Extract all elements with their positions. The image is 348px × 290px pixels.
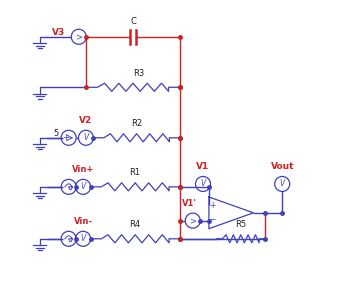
Text: R2: R2: [131, 119, 142, 128]
Text: V: V: [200, 180, 206, 188]
Text: V: V: [80, 234, 86, 243]
Text: >: >: [189, 216, 196, 225]
Text: V: V: [80, 182, 86, 191]
Text: R5: R5: [235, 220, 246, 229]
Text: >: >: [75, 32, 82, 41]
Text: Vin-: Vin-: [73, 217, 93, 226]
Text: V: V: [84, 133, 89, 142]
Text: −: −: [209, 215, 215, 224]
Text: Vout: Vout: [270, 162, 294, 171]
Text: R4: R4: [129, 220, 141, 229]
Text: V3: V3: [52, 28, 65, 37]
Text: V1': V1': [182, 199, 197, 208]
Text: 5: 5: [53, 129, 58, 138]
Text: Vin+: Vin+: [72, 165, 94, 174]
Text: +: +: [209, 201, 215, 210]
Text: V: V: [279, 180, 285, 188]
Text: C: C: [130, 17, 136, 26]
Text: V2: V2: [79, 116, 93, 125]
Text: +: +: [62, 133, 69, 142]
Text: R3: R3: [133, 69, 144, 78]
Text: R1: R1: [129, 168, 141, 177]
Text: V1: V1: [196, 162, 209, 171]
